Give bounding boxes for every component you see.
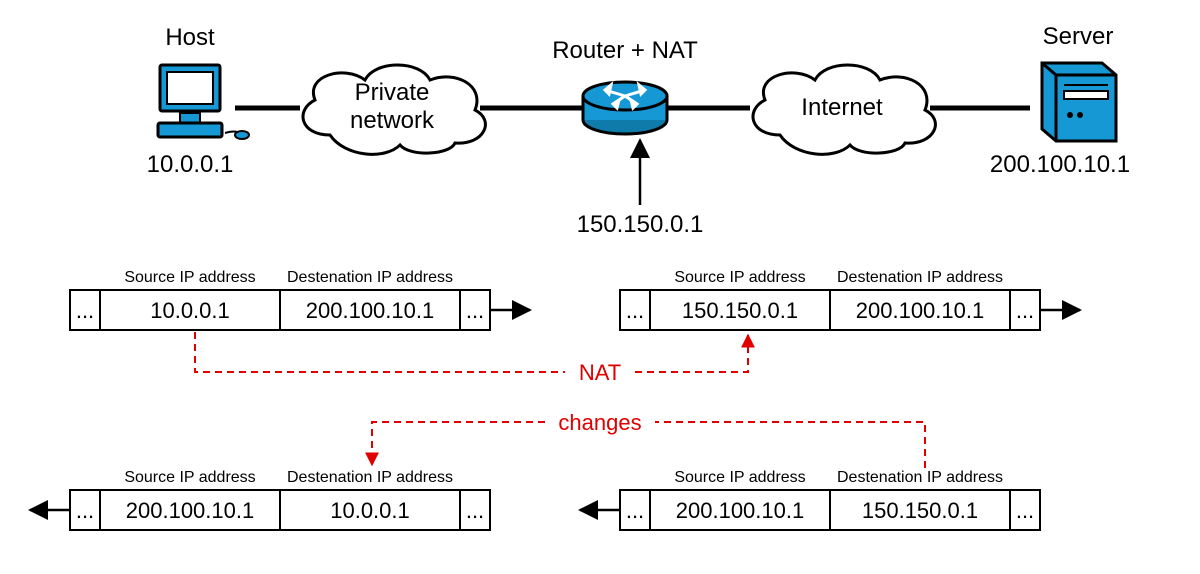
router-label: Router + NAT	[552, 37, 698, 64]
packet-src-header: Source IP address	[124, 269, 255, 286]
packet-ellipsis: ...	[1016, 298, 1034, 323]
packet-bot-right: Source IP address Destenation IP address.…	[620, 469, 1040, 530]
router-icon	[583, 82, 667, 134]
router-ip: 150.150.0.1	[577, 211, 704, 238]
host-ip: 10.0.0.1	[147, 151, 234, 178]
packet-dst: 150.150.0.1	[862, 498, 978, 523]
packet-dst-header: Destenation IP address	[837, 469, 1003, 486]
packet-src-header: Source IP address	[674, 269, 805, 286]
packet-dst-header: Destenation IP address	[287, 269, 453, 286]
packet-src: 200.100.10.1	[676, 498, 804, 523]
server-icon	[1042, 63, 1116, 141]
packet-bot-left: Source IP address Destenation IP address.…	[70, 469, 490, 530]
packet-ellipsis: ...	[76, 298, 94, 323]
packet-dst: 200.100.10.1	[306, 298, 434, 323]
packet-ellipsis: ...	[466, 498, 484, 523]
packet-ellipsis: ...	[76, 498, 94, 523]
changes-dash-right	[655, 422, 925, 468]
packet-dst-header: Destenation IP address	[287, 469, 453, 486]
packet-dst: 10.0.0.1	[330, 498, 410, 523]
host-icon	[158, 65, 249, 139]
internet-label: Internet	[801, 94, 883, 121]
server-ip: 200.100.10.1	[990, 151, 1130, 178]
changes-label: changes	[558, 410, 641, 435]
packet-ellipsis: ...	[466, 298, 484, 323]
private-network-label-bot: network	[350, 107, 435, 134]
packet-dst: 200.100.10.1	[856, 298, 984, 323]
packet-src-header: Source IP address	[124, 469, 255, 486]
packet-top-left: Source IP address Destenation IP address.…	[70, 269, 490, 330]
packet-ellipsis: ...	[1016, 498, 1034, 523]
nat-label: NAT	[579, 360, 621, 385]
packet-src: 10.0.0.1	[150, 298, 230, 323]
packet-src-header: Source IP address	[674, 469, 805, 486]
private-network-label-top: Private	[355, 79, 430, 106]
changes-dash-left	[372, 422, 545, 465]
server-label: Server	[1043, 23, 1114, 50]
packet-top-right: Source IP address Destenation IP address.…	[620, 269, 1040, 330]
packet-dst-header: Destenation IP address	[837, 269, 1003, 286]
nat-dash-right	[635, 335, 748, 372]
host-label: Host	[165, 24, 215, 51]
packet-src: 200.100.10.1	[126, 498, 254, 523]
nat-dash-left	[195, 332, 565, 372]
packet-ellipsis: ...	[626, 498, 644, 523]
packet-src: 150.150.0.1	[682, 298, 798, 323]
packet-ellipsis: ...	[626, 298, 644, 323]
